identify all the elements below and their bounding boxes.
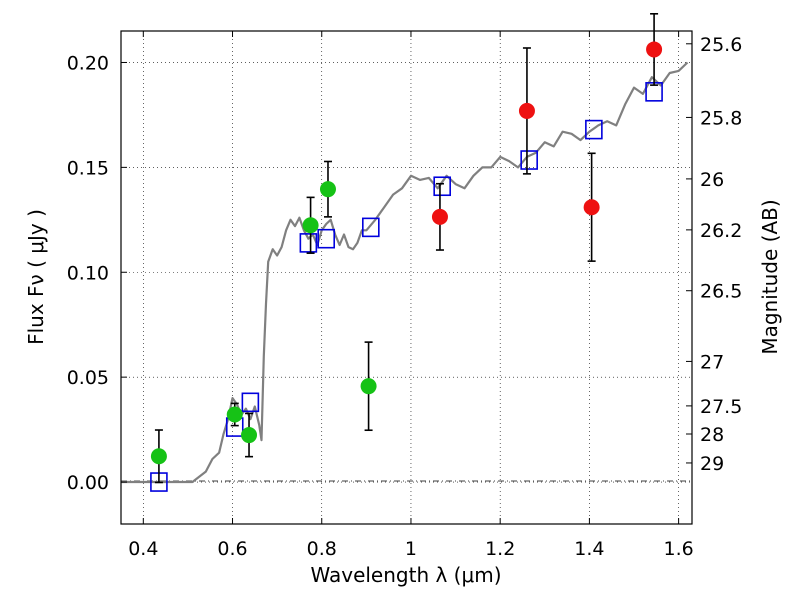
mag-tick-label: 25.8	[700, 107, 742, 129]
mag-tick-label: 27	[700, 351, 724, 373]
x-tick-label: 0.8	[307, 538, 337, 560]
model-band-flux-square	[299, 233, 318, 253]
mag-tick-label: 27.5	[700, 396, 742, 418]
red-data-point	[646, 41, 663, 58]
green-data-point	[302, 217, 319, 234]
x-tick-label: 1.4	[574, 538, 604, 560]
x-tick-label: 1	[405, 538, 417, 560]
x-tick-label: 0.6	[217, 538, 247, 560]
y-axis-right-label: Magnitude (AB)	[758, 199, 782, 354]
y-tick-label: 0.10	[67, 262, 109, 284]
photometry-points	[150, 12, 663, 492]
model-spectrum	[121, 61, 689, 484]
green-data-point	[241, 427, 258, 444]
red-data-point	[431, 208, 448, 225]
model-band-flux-square	[520, 150, 538, 170]
y-tick-label: 0.15	[67, 157, 109, 179]
mag-tick-label: 26	[700, 169, 724, 191]
y-tick-label: 0.20	[67, 52, 109, 74]
mag-tick-label: 26.2	[700, 220, 742, 242]
mag-tick-label: 28	[700, 424, 724, 446]
x-tick-label: 1.2	[485, 538, 515, 560]
x-tick-label: 1.6	[664, 538, 694, 560]
green-data-point	[150, 448, 167, 465]
model-band-flux-square	[362, 217, 380, 238]
red-data-point	[583, 199, 600, 216]
green-data-point	[319, 181, 336, 198]
model-band-flux-square	[585, 119, 603, 140]
mag-tick-label: 26.5	[700, 281, 742, 303]
plot-frame	[120, 30, 693, 525]
model-band-flux-square	[317, 228, 336, 249]
green-data-point	[226, 406, 243, 423]
x-tick-label: 0.4	[128, 538, 158, 560]
model-band-flux-square	[241, 392, 260, 413]
mag-tick-label: 25.6	[700, 34, 742, 56]
model-spectrum-line	[121, 61, 689, 484]
x-axis-label: Wavelength λ (μm)	[310, 563, 501, 587]
model-band-flux-square	[433, 176, 451, 197]
red-data-point	[518, 102, 535, 119]
grid-lines	[121, 31, 692, 524]
green-data-point	[360, 378, 377, 395]
y-tick-label: 0.00	[67, 472, 109, 494]
y-tick-label: 0.05	[67, 367, 109, 389]
mag-tick-label: 29	[700, 453, 724, 475]
axis-ticks: 0.4 0.6 0.8 1 1.2 1.4 1.6 0.00 0.05 0.10 0.15 0.20 2…	[67, 31, 742, 560]
y-axis-label: Flux Fν ( μJy )	[24, 209, 48, 345]
